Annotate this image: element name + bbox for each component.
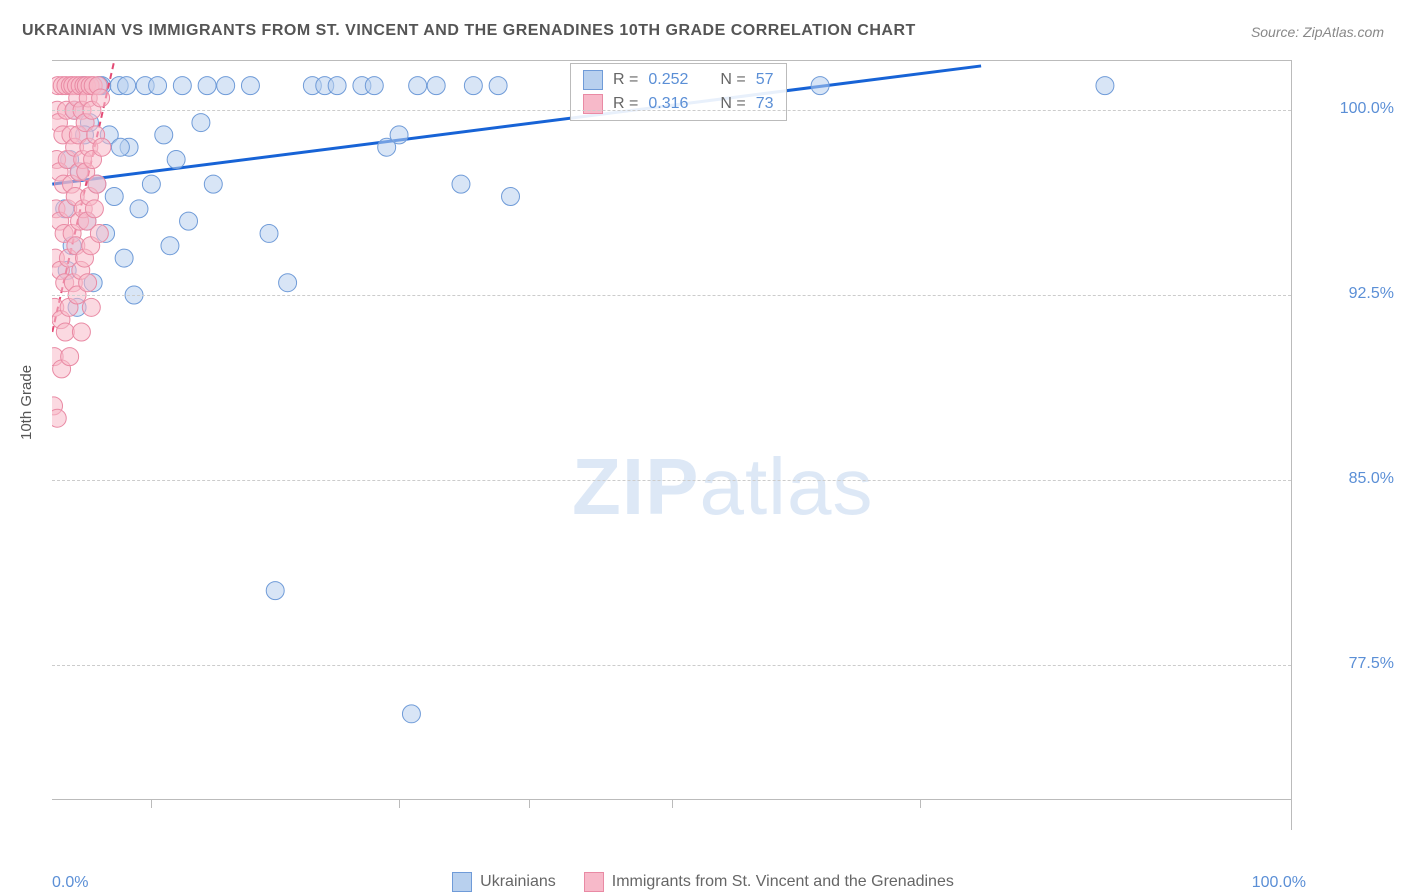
x-tick-mark bbox=[399, 800, 400, 808]
data-point bbox=[180, 212, 198, 230]
data-point bbox=[427, 77, 445, 95]
n-label: N = bbox=[720, 71, 745, 89]
swatch-pink bbox=[584, 872, 604, 892]
n-value-blue: 57 bbox=[756, 71, 774, 89]
grid-line bbox=[52, 480, 1291, 481]
data-point bbox=[409, 77, 427, 95]
data-point bbox=[811, 77, 829, 95]
data-point bbox=[149, 77, 167, 95]
data-point bbox=[1096, 77, 1114, 95]
stats-row-pink: R = 0.316 N = 73 bbox=[571, 92, 786, 116]
data-point bbox=[452, 175, 470, 193]
y-tick-label: 77.5% bbox=[1349, 655, 1394, 673]
data-point bbox=[61, 348, 79, 366]
swatch-blue bbox=[583, 70, 603, 90]
data-point bbox=[489, 77, 507, 95]
y-axis-label: 10th Grade bbox=[18, 365, 35, 440]
data-point bbox=[92, 89, 110, 107]
grid-line bbox=[52, 295, 1291, 296]
r-label: R = bbox=[613, 71, 638, 89]
data-point bbox=[142, 175, 160, 193]
data-point bbox=[390, 126, 408, 144]
data-point bbox=[173, 77, 191, 95]
x-tick-mark bbox=[920, 800, 921, 808]
data-point bbox=[155, 126, 173, 144]
data-point bbox=[82, 298, 100, 316]
r-value-blue: 0.252 bbox=[648, 71, 688, 89]
data-point bbox=[192, 114, 210, 132]
data-point bbox=[167, 151, 185, 169]
data-point bbox=[56, 323, 74, 341]
data-point bbox=[118, 77, 136, 95]
data-point bbox=[85, 200, 103, 218]
plot-area: ZIPatlas R = 0.252 N = 57 R = 0.316 N = … bbox=[52, 60, 1292, 830]
stats-row-blue: R = 0.252 N = 57 bbox=[571, 68, 786, 92]
legend-label-pink: Immigrants from St. Vincent and the Gren… bbox=[612, 873, 954, 891]
data-point bbox=[161, 237, 179, 255]
data-point bbox=[79, 274, 97, 292]
y-tick-label: 85.0% bbox=[1349, 470, 1394, 488]
grid-line bbox=[52, 110, 1291, 111]
data-point bbox=[88, 175, 106, 193]
data-point bbox=[105, 188, 123, 206]
data-point bbox=[365, 77, 383, 95]
x-tick-mark bbox=[151, 800, 152, 808]
grid-line bbox=[52, 665, 1291, 666]
x-tick-mark bbox=[529, 800, 530, 808]
data-point bbox=[260, 224, 278, 242]
data-point bbox=[72, 323, 90, 341]
y-tick-label: 92.5% bbox=[1349, 285, 1394, 303]
chart-title: UKRAINIAN VS IMMIGRANTS FROM ST. VINCENT… bbox=[22, 22, 916, 40]
trend-line bbox=[52, 66, 981, 184]
legend-item-blue: Ukrainians bbox=[452, 872, 556, 892]
data-point bbox=[52, 409, 66, 427]
data-point bbox=[111, 138, 129, 156]
data-point bbox=[279, 274, 297, 292]
x-tick-mark bbox=[672, 800, 673, 808]
legend-label-blue: Ukrainians bbox=[480, 873, 556, 891]
data-point bbox=[402, 705, 420, 723]
data-point bbox=[464, 77, 482, 95]
bottom-legend: Ukrainians Immigrants from St. Vincent a… bbox=[0, 872, 1406, 892]
data-point bbox=[130, 200, 148, 218]
swatch-blue bbox=[452, 872, 472, 892]
data-point bbox=[93, 138, 111, 156]
data-point bbox=[198, 77, 216, 95]
data-point bbox=[217, 77, 235, 95]
data-point bbox=[241, 77, 259, 95]
y-tick-label: 100.0% bbox=[1340, 100, 1394, 118]
data-point bbox=[204, 175, 222, 193]
data-point bbox=[90, 224, 108, 242]
data-point bbox=[502, 188, 520, 206]
legend-item-pink: Immigrants from St. Vincent and the Gren… bbox=[584, 872, 954, 892]
data-point bbox=[266, 582, 284, 600]
data-point bbox=[115, 249, 133, 267]
stats-legend-box: R = 0.252 N = 57 R = 0.316 N = 73 bbox=[570, 63, 787, 121]
source-attribution: Source: ZipAtlas.com bbox=[1251, 24, 1384, 40]
data-point bbox=[328, 77, 346, 95]
scatter-svg bbox=[52, 61, 1291, 830]
